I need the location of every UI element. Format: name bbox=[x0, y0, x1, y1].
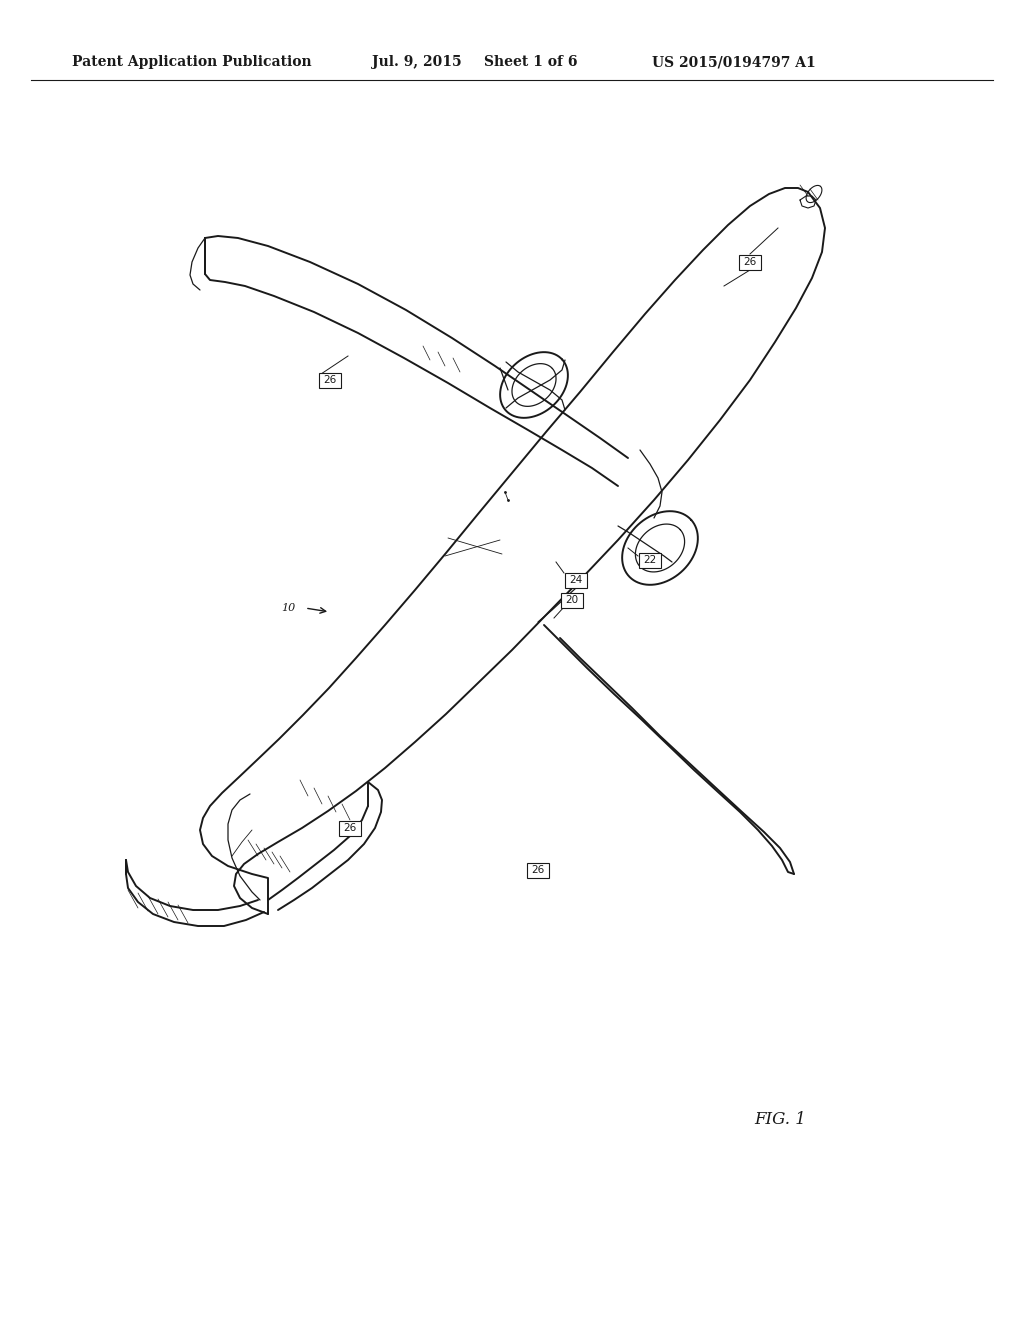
Bar bbox=[319, 372, 341, 388]
Text: 22: 22 bbox=[643, 554, 656, 565]
Text: Patent Application Publication: Patent Application Publication bbox=[72, 55, 311, 69]
Bar bbox=[639, 553, 662, 568]
Text: FIG. 1: FIG. 1 bbox=[754, 1111, 806, 1129]
Bar bbox=[739, 255, 761, 269]
Bar bbox=[339, 821, 361, 836]
Text: 20: 20 bbox=[565, 595, 579, 605]
Bar bbox=[561, 593, 583, 607]
Text: 26: 26 bbox=[324, 375, 337, 385]
Text: 26: 26 bbox=[343, 822, 356, 833]
Text: Sheet 1 of 6: Sheet 1 of 6 bbox=[484, 55, 578, 69]
Text: Jul. 9, 2015: Jul. 9, 2015 bbox=[372, 55, 462, 69]
Text: US 2015/0194797 A1: US 2015/0194797 A1 bbox=[652, 55, 816, 69]
Text: 26: 26 bbox=[531, 865, 545, 875]
Bar bbox=[527, 862, 549, 878]
Text: 24: 24 bbox=[569, 576, 583, 585]
Bar bbox=[565, 573, 587, 587]
Text: 26: 26 bbox=[743, 257, 757, 267]
Text: 10: 10 bbox=[281, 603, 295, 612]
